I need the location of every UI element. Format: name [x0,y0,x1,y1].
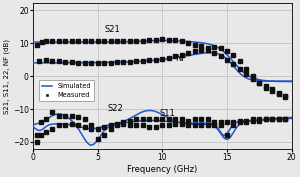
Text: S21: S21 [104,24,120,33]
X-axis label: Frequency (GHz): Frequency (GHz) [127,165,197,173]
Y-axis label: S21, S11, 22, NF (dB): S21, S11, 22, NF (dB) [4,39,10,113]
Text: S22: S22 [108,104,124,113]
Text: NF: NF [175,54,187,63]
Legend: Simulated, Measured: Simulated, Measured [39,80,94,101]
Text: S11: S11 [160,109,176,118]
